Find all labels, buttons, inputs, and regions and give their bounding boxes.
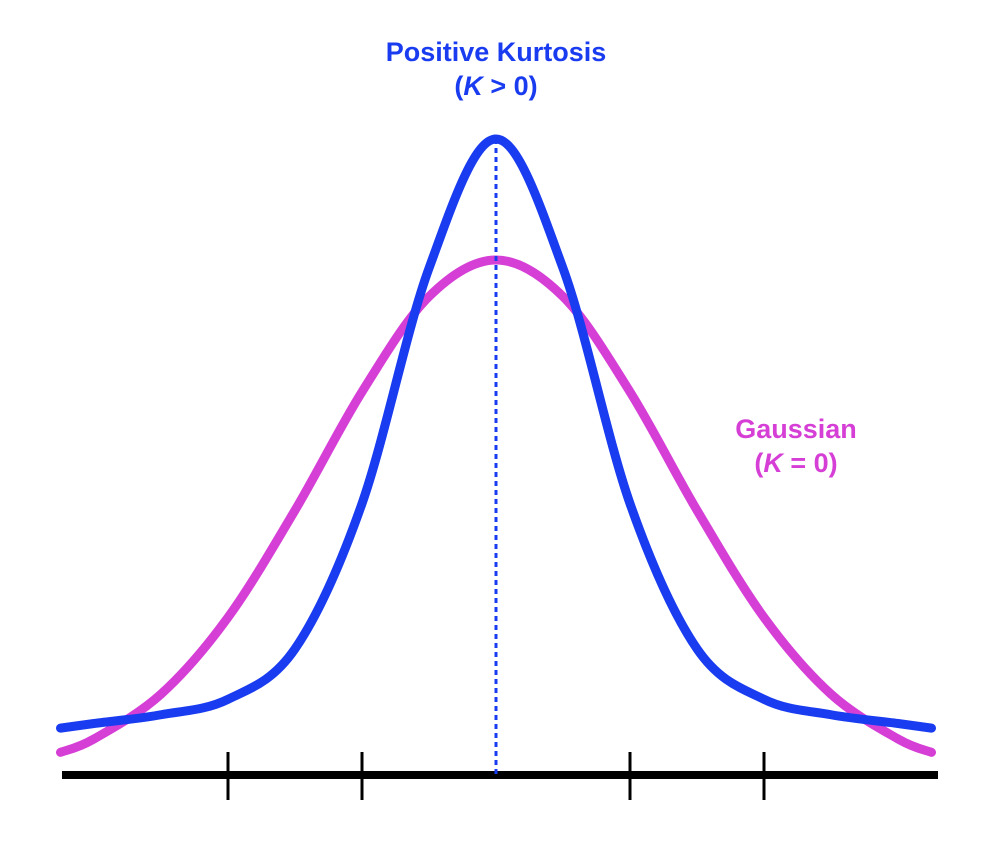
positive-kurtosis-label: Positive Kurtosis (K > 0) xyxy=(346,35,646,103)
gaussian-k: (K = 0) xyxy=(754,448,838,478)
gaussian-title: Gaussian xyxy=(735,414,857,444)
positive-kurtosis-title: Positive Kurtosis xyxy=(385,37,607,67)
gaussian-label: Gaussian (K = 0) xyxy=(696,412,896,480)
positive-kurtosis-k: (K > 0) xyxy=(454,71,538,101)
gaussian-curve xyxy=(56,255,936,757)
